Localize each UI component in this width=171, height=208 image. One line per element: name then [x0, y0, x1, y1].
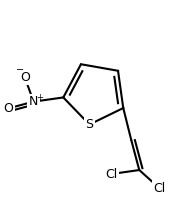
Text: N: N — [29, 95, 38, 108]
Text: −: − — [16, 65, 24, 75]
Text: O: O — [4, 102, 14, 115]
Text: O: O — [20, 71, 30, 84]
Text: Cl: Cl — [153, 182, 165, 194]
Text: +: + — [36, 93, 43, 102]
Text: S: S — [86, 118, 93, 131]
Text: Cl: Cl — [105, 167, 117, 181]
